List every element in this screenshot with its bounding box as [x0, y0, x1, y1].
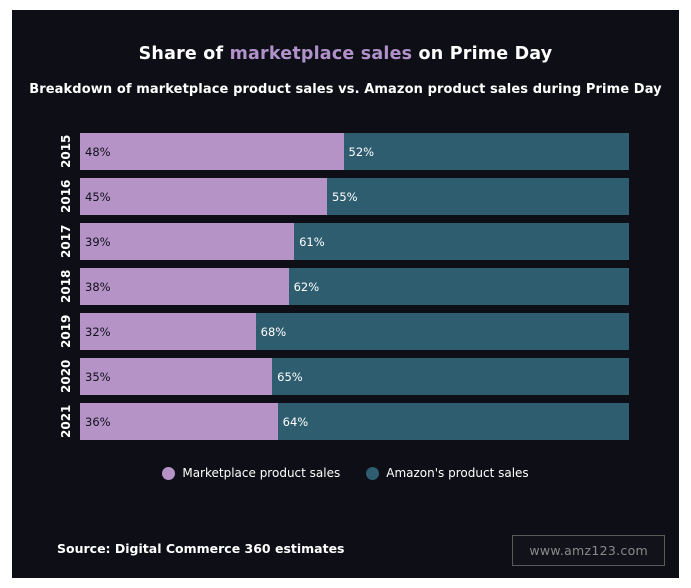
bar-segment-amazon: 68%	[255, 313, 629, 350]
legend-item: Amazon's product sales	[366, 466, 529, 480]
value-label: 35%	[85, 369, 111, 384]
bar-chart: 2015 48% 52% 2016 45% 55% 2017 39% 61% 2018 38% 62%…	[12, 133, 679, 440]
value-label: 36%	[85, 414, 111, 429]
bar-row: 2018 38% 62%	[52, 268, 629, 305]
bar-segment-marketplace: 36%	[80, 403, 278, 440]
year-label: 2017	[59, 224, 73, 259]
value-label: 61%	[299, 234, 325, 249]
year-label: 2015	[59, 134, 73, 169]
bar-row: 2021 36% 64%	[52, 403, 629, 440]
legend-item: Marketplace product sales	[162, 466, 340, 480]
legend-dot-icon	[366, 466, 380, 480]
bar-segment-marketplace: 48%	[80, 133, 344, 170]
bar-segment-marketplace: 38%	[80, 268, 289, 305]
chart-title: Share of marketplace sales on Prime Day	[12, 44, 679, 64]
year-label: 2019	[59, 314, 73, 349]
bar-track: 36% 64%	[80, 403, 629, 440]
source-text: Source: Digital Commerce 360 estimates	[57, 541, 345, 556]
bar-row: 2015 48% 52%	[52, 133, 629, 170]
value-label: 68%	[260, 324, 287, 339]
bar-row: 2016 45% 55%	[52, 178, 629, 215]
year-label: 2020	[59, 359, 73, 394]
year-label: 2021	[59, 404, 73, 439]
bar-row: 2019 32% 68%	[52, 313, 629, 350]
bar-row: 2017 39% 61%	[52, 223, 629, 260]
value-label: 62%	[293, 279, 320, 294]
bar-segment-amazon: 65%	[272, 358, 629, 395]
bar-segment-amazon: 55%	[327, 178, 629, 215]
value-label: 64%	[282, 414, 309, 429]
bar-segment-amazon: 61%	[294, 223, 629, 260]
year-label: 2016	[59, 179, 73, 214]
chart-title-highlight: marketplace sales	[229, 44, 413, 64]
bar-segment-amazon: 52%	[343, 133, 629, 170]
bar-track: 38% 62%	[80, 268, 629, 305]
bar-segment-marketplace: 32%	[80, 313, 256, 350]
legend: Marketplace product sales Amazon's produc…	[12, 466, 679, 480]
value-label: 45%	[85, 189, 111, 204]
value-label: 55%	[332, 189, 358, 204]
bar-track: 45% 55%	[80, 178, 629, 215]
bar-track: 35% 65%	[80, 358, 629, 395]
value-label: 52%	[348, 144, 375, 159]
legend-label: Amazon's product sales	[386, 466, 529, 480]
year-label: 2018	[59, 269, 73, 304]
bar-segment-marketplace: 39%	[80, 223, 295, 260]
chart-title-suffix: on Prime Day	[412, 44, 553, 64]
value-label: 39%	[85, 234, 111, 249]
bar-track: 39% 61%	[80, 223, 629, 260]
bar-row: 2020 35% 65%	[52, 358, 629, 395]
legend-label: Marketplace product sales	[182, 466, 341, 480]
bar-rows: 2015 48% 52% 2016 45% 55% 2017 39% 61% 2018 38% 62%…	[52, 133, 629, 440]
bar-segment-marketplace: 45%	[80, 178, 328, 215]
bar-segment-amazon: 62%	[288, 268, 629, 305]
value-label: 48%	[85, 144, 111, 159]
chart-panel: Share of marketplace sales on Prime Day …	[12, 10, 679, 578]
chart-title-prefix: Share of	[138, 44, 230, 64]
value-label: 38%	[85, 279, 111, 294]
bar-segment-marketplace: 35%	[80, 358, 273, 395]
bar-track: 48% 52%	[80, 133, 629, 170]
legend-dot-icon	[162, 466, 176, 480]
value-label: 32%	[85, 324, 111, 339]
bar-segment-amazon: 64%	[277, 403, 629, 440]
value-label: 65%	[277, 369, 303, 384]
chart-subtitle: Breakdown of marketplace product sales v…	[29, 82, 662, 97]
watermark: www.amz123.com	[512, 535, 665, 566]
bar-track: 32% 68%	[80, 313, 629, 350]
